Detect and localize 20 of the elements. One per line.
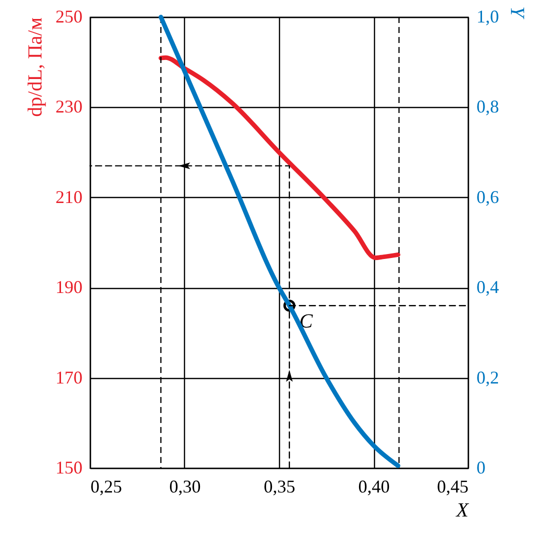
y-tick-label: 150 (56, 458, 82, 478)
x-tick-label: 0,30 (169, 476, 201, 496)
y2-tick-label: 0,6 (476, 186, 499, 207)
y2-tick-label: 1,0 (476, 6, 499, 26)
y2-tick-label: 0 (476, 458, 486, 478)
y-tick-label: 190 (56, 277, 82, 298)
y-tick-label: 230 (56, 96, 82, 117)
y-axis-title: dp/dL, Па/м (24, 17, 46, 117)
y2-axis-title: Y (506, 6, 528, 20)
y2-tick-label: 0,8 (476, 96, 499, 117)
y2-tick-label: 0,4 (476, 277, 499, 298)
y-tick-label: 250 (56, 6, 82, 26)
y-tick-label: 210 (56, 186, 82, 207)
x-tick-label: 0,45 (437, 476, 468, 496)
x-tick-label: 0,35 (264, 476, 296, 496)
x-tick-label: 0,25 (90, 476, 122, 496)
x-axis-title: X (455, 500, 470, 522)
y-tick-label: 170 (56, 367, 82, 388)
y2-tick-label: 0,2 (476, 367, 499, 388)
x-tick-label: 0,40 (358, 476, 390, 496)
